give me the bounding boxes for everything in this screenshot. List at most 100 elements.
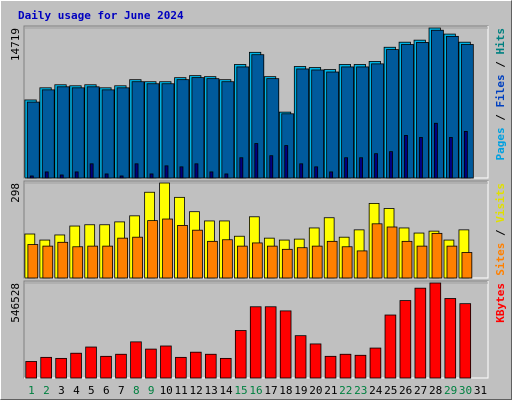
x-tick-label: 23 — [354, 384, 367, 397]
bar — [146, 83, 160, 179]
bar — [266, 245, 278, 279]
legend: Pages / Files / Hits — [494, 28, 507, 161]
bar — [296, 68, 310, 179]
x-tick-label: 21 — [324, 384, 337, 397]
x-tick-label: 11 — [175, 384, 188, 397]
bar — [401, 240, 413, 279]
bar — [311, 69, 325, 179]
y-tick-label: 14719 — [9, 28, 22, 61]
bar — [463, 130, 468, 179]
bar — [294, 335, 307, 379]
bar — [130, 341, 142, 379]
bar — [207, 240, 218, 279]
bar — [237, 245, 248, 279]
bar — [269, 155, 274, 179]
bar — [222, 239, 233, 279]
bar — [429, 282, 442, 379]
x-tick-label: 19 — [294, 384, 307, 397]
bar — [100, 355, 112, 379]
bar — [117, 237, 128, 279]
x-tick-label: 13 — [204, 384, 217, 397]
bar — [160, 345, 172, 379]
bar — [419, 137, 423, 179]
bar — [87, 245, 99, 279]
bar — [162, 218, 173, 279]
x-tick-label: 20 — [309, 384, 322, 397]
bar — [369, 347, 382, 379]
bar — [71, 87, 85, 179]
bar — [446, 245, 458, 279]
bar — [414, 287, 427, 379]
bar — [341, 246, 353, 279]
x-tick-label: 29 — [444, 384, 457, 397]
bar — [239, 157, 244, 179]
y-tick-label: 546528 — [9, 283, 22, 323]
bar — [281, 248, 293, 279]
x-tick-label: 24 — [369, 384, 383, 397]
bar — [115, 353, 127, 379]
x-tick-label: 12 — [190, 384, 203, 397]
bar — [119, 175, 124, 179]
x-tick-label: 6 — [103, 384, 110, 397]
bar — [41, 89, 55, 179]
bar — [134, 163, 139, 179]
bar — [164, 165, 169, 179]
x-tick-label: 31 — [474, 384, 487, 397]
bar — [104, 173, 109, 179]
bar — [254, 143, 259, 179]
bar — [416, 245, 428, 279]
x-tick-label: 9 — [148, 384, 155, 397]
bar — [145, 348, 157, 379]
bar — [459, 303, 472, 379]
bar — [234, 330, 247, 379]
bar — [314, 166, 319, 179]
x-tick-label: 26 — [399, 384, 412, 397]
bar — [177, 224, 188, 279]
bar — [191, 77, 205, 179]
chart-title: Daily usage for June 2024 — [18, 9, 184, 22]
x-tick-label: 1 — [28, 384, 35, 397]
bar — [209, 171, 214, 179]
bar — [55, 357, 67, 379]
bar — [42, 245, 54, 279]
bar — [194, 163, 199, 179]
x-tick-label: 18 — [279, 384, 292, 397]
bar — [249, 306, 262, 379]
bar — [206, 78, 220, 179]
legend-entry: Visits — [494, 183, 507, 223]
bar — [354, 354, 367, 379]
x-tick-label: 2 — [43, 384, 50, 397]
bar — [389, 151, 393, 179]
bar — [399, 300, 412, 379]
bar — [219, 357, 232, 379]
bar — [356, 250, 368, 279]
bar — [161, 83, 175, 179]
bar — [59, 174, 64, 179]
bar — [299, 163, 304, 179]
bar — [147, 220, 158, 279]
x-tick-label: 22 — [339, 384, 352, 397]
legend-separator: / — [494, 223, 507, 243]
bar — [176, 79, 190, 179]
x-tick-label: 15 — [234, 384, 247, 397]
bar — [264, 306, 277, 379]
bar — [101, 89, 115, 179]
y-tick-label: 298 — [9, 183, 22, 203]
bar — [192, 229, 203, 279]
bar — [431, 232, 443, 279]
bar — [326, 71, 340, 179]
bar — [374, 153, 378, 179]
bar — [461, 252, 473, 279]
legend: Sites / Visits — [494, 183, 507, 276]
bar — [284, 145, 289, 179]
bar — [205, 353, 217, 379]
bar — [132, 236, 143, 279]
bar — [311, 245, 323, 279]
bar — [324, 355, 337, 379]
legend-entry: Sites — [494, 243, 507, 276]
bar — [344, 157, 349, 179]
bar — [40, 356, 52, 379]
x-tick-label: 4 — [73, 384, 80, 397]
bar — [252, 242, 263, 279]
